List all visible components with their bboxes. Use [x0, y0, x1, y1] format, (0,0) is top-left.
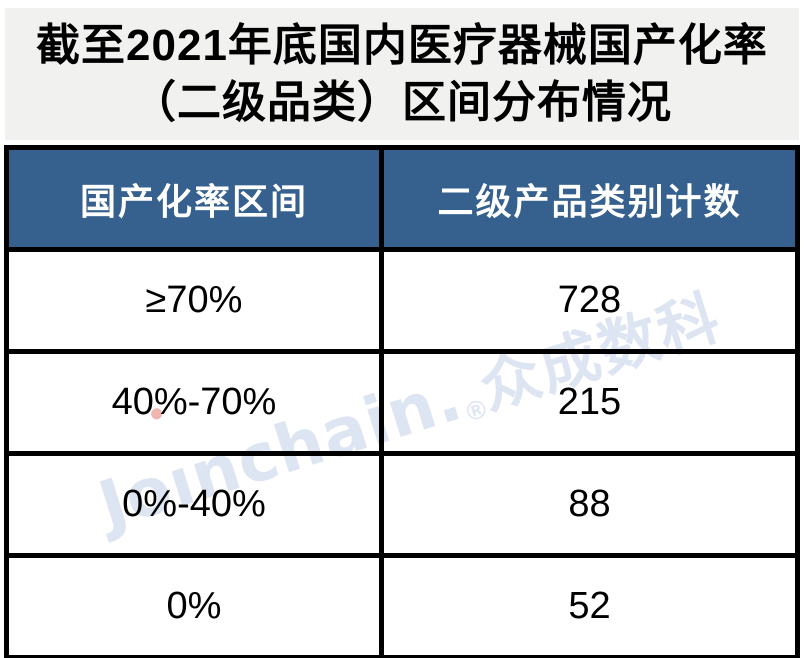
table-row: 0%-40% 88 — [4, 451, 801, 558]
rate-range-cell: ≥70% — [4, 247, 384, 354]
rate-range-cell: 0%-40% — [4, 451, 384, 558]
count-cell: 88 — [378, 451, 801, 558]
count-cell: 728 — [378, 247, 801, 354]
localization-rate-table: 国产化率区间 二级产品类别计数 ≥70% 728 40%-70% 215 0%-… — [4, 145, 801, 658]
column-header-rate-range: 国产化率区间 — [4, 145, 384, 252]
rate-range-cell: 0% — [4, 553, 384, 658]
column-header-category-count: 二级产品类别计数 — [378, 145, 801, 252]
chart-title: 截至2021年底国内医疗器械国产化率 （二级品类）区间分布情况 — [5, 8, 799, 140]
table-row: 40%-70% 215 — [4, 349, 801, 456]
rate-range-cell: 40%-70% — [4, 349, 384, 456]
chart-title-line2: （二级品类）区间分布情况 — [132, 78, 672, 127]
count-cell: 215 — [378, 349, 801, 456]
header-row: 国产化率区间 二级产品类别计数 — [4, 145, 801, 252]
table-row: ≥70% 728 — [4, 247, 801, 354]
count-cell: 52 — [378, 553, 801, 658]
table-row: 0% 52 — [4, 553, 801, 658]
chart-title-line1: 截至2021年底国内医疗器械国产化率 — [36, 20, 768, 70]
